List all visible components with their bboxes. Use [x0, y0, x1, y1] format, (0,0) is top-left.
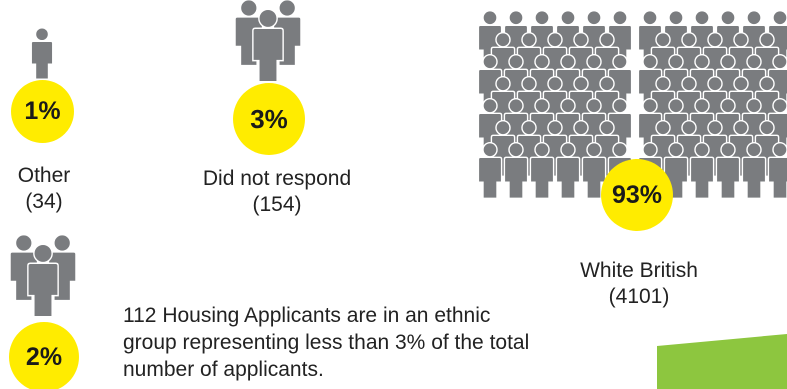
- small-groups-percent-badge: 2%: [9, 322, 79, 389]
- small-groups-note: 112 Housing Applicants are in an ethnic …: [123, 304, 530, 381]
- white-british-percent-badge: 93%: [601, 159, 673, 231]
- person-icon: [30, 27, 54, 80]
- small-groups-icon: [9, 233, 77, 318]
- white-british-label: White British (4101): [548, 258, 730, 310]
- did-not-respond-label-count: (154): [252, 193, 302, 216]
- did-not-respond-percent-badge: 3%: [233, 83, 305, 155]
- did-not-respond-label: Did not respond (154): [170, 166, 384, 218]
- did-not-respond-icon: [234, 0, 302, 83]
- other-percent-badge: 1%: [11, 80, 74, 143]
- white-british-label-count: (4101): [608, 285, 670, 308]
- green-corner-accent: [657, 334, 787, 389]
- other-icon: [30, 27, 54, 80]
- did-not-respond-label-name: Did not respond: [202, 167, 352, 190]
- white-british-label-name: White British: [580, 259, 698, 282]
- other-label-count: (34): [25, 190, 63, 213]
- other-label: Other (34): [3, 163, 85, 215]
- other-label-name: Other: [17, 164, 71, 187]
- white-british-crowd-left-icon: [477, 10, 633, 200]
